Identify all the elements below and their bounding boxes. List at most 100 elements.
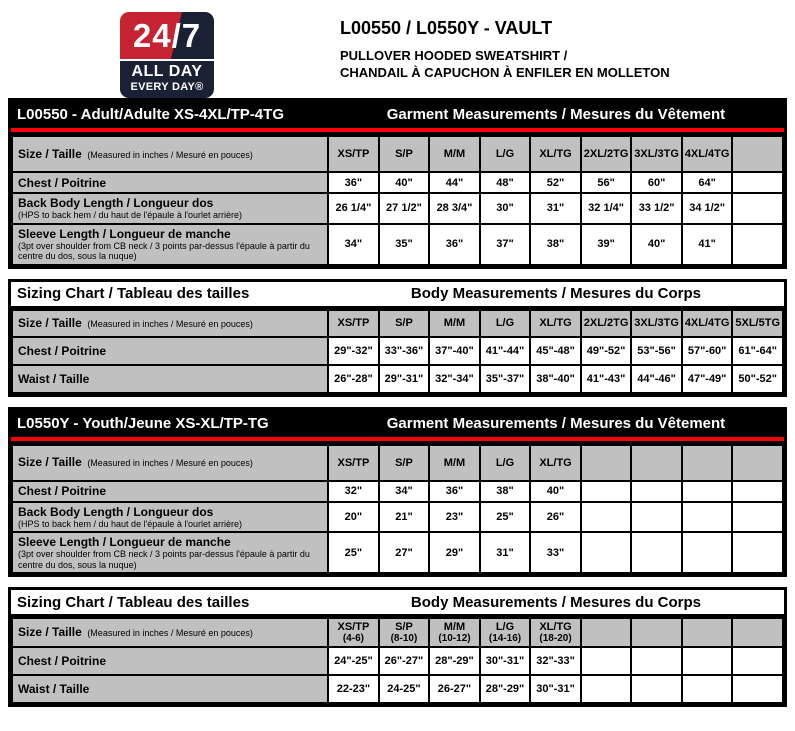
size-column-subheader: (4-6)	[342, 633, 364, 644]
size-column-header: S/P	[377, 135, 431, 173]
measurement-cell: 39"	[579, 222, 633, 266]
measurement-cell	[579, 500, 633, 533]
measurement-label-text: Waist / Taille	[18, 682, 90, 696]
measurement-cell: 32"-33"	[529, 646, 582, 676]
measurement-cell: 29"	[428, 531, 481, 574]
size-column-header: XS/TP	[327, 308, 380, 338]
measurement-row-label: Chest / Poitrine	[10, 646, 330, 676]
section-header-bar: Sizing Chart / Tableau des tailles Body …	[11, 590, 784, 617]
red-divider	[11, 436, 784, 444]
size-column-header	[731, 443, 784, 482]
size-row-label: Size / Taille (Measured in inches / Mesu…	[10, 308, 330, 338]
measurement-cell: 52"	[529, 171, 582, 194]
measurement-row-label: Chest / Poitrine	[10, 171, 330, 194]
measurement-cell: 25"	[327, 531, 380, 574]
size-column-header	[579, 617, 633, 648]
measurement-cell: 33 1/2"	[630, 192, 683, 225]
measurement-label-text: Sleeve Length / Longueur de manche	[18, 226, 231, 241]
size-column-header: 5XL/5TG	[731, 308, 784, 338]
measurement-cell: 36"	[428, 222, 481, 266]
size-label-text: Size / Taille	[18, 146, 82, 161]
size-column-header: XS/TP (4-6)	[327, 617, 380, 648]
measurement-cell: 41"-44"	[478, 335, 532, 366]
measurement-cell: 31"	[478, 531, 532, 574]
size-column-header: XL/TG	[529, 308, 582, 338]
measurement-cell	[680, 479, 734, 503]
size-row-label: Size / Taille (Measured in inches / Mesu…	[10, 617, 330, 648]
measurement-cell	[630, 646, 683, 676]
section-measure-type: Body Measurements / Mesures du Corps	[410, 285, 701, 302]
logo-24-7-text: 24/7	[132, 16, 202, 54]
size-column-header: S/P	[377, 308, 431, 338]
measurement-row-label: Sleeve Length / Longueur de manche (3pt o…	[10, 531, 330, 574]
section-measure-type: Garment Measurements / Mesures du Vêteme…	[386, 414, 726, 432]
measurement-row-label: Waist / Taille	[10, 674, 330, 704]
measurement-cell: 34 1/2"	[680, 192, 734, 225]
size-column-header	[731, 617, 784, 648]
measurement-cell	[731, 222, 784, 266]
product-subtitle-fr: CHANDAIL À CAPUCHON À ENFILER EN MOLLETO…	[340, 65, 670, 80]
measurement-row: Chest / Poitrine 32" 34" 36" 38" 40"	[10, 479, 784, 503]
size-label-text: Size / Taille	[18, 625, 82, 639]
size-column-header: L/G (14-16)	[478, 617, 532, 648]
measurement-row-label: Back Body Length / Longueur dos (HPS to b…	[10, 192, 330, 225]
measurement-cell: 30"	[478, 192, 532, 225]
document-header: 24/7 ALL DAY EVERY DAY® L00550 / L0550Y …	[8, 10, 787, 98]
size-note-text: (Measured in inches / Mesuré en pouces)	[84, 149, 253, 160]
measurement-cell: 24"-25"	[327, 646, 380, 676]
measurement-cell: 32"-34"	[428, 363, 481, 394]
size-column-subheader: (14-16)	[488, 633, 522, 644]
measurement-cell: 36"	[327, 171, 380, 194]
measurement-row: Waist / Taille 26"-28" 29"-31" 32"-34" 35"-3…	[10, 363, 784, 394]
measurement-cell: 37"-40"	[428, 335, 481, 366]
measurement-cell	[630, 500, 683, 533]
measurement-cell	[731, 479, 784, 503]
measurements-table: Size / Taille (Measured in inches / Mesu…	[10, 617, 784, 704]
measurement-cell: 32"	[327, 479, 380, 503]
measurement-cell	[680, 674, 734, 704]
size-column-header: L/G	[478, 135, 532, 173]
measurement-cell: 41"-43"	[579, 363, 633, 394]
measurement-cell: 57"-60"	[680, 335, 734, 366]
size-note-text: (Measured in inches / Mesuré en pouces)	[84, 458, 253, 468]
measurement-row-label: Back Body Length / Longueur dos (HPS to b…	[10, 500, 330, 533]
measurements-table: Size / Taille (Measured in inches / Mesu…	[10, 443, 784, 574]
size-label-text: Size / Taille	[18, 455, 82, 469]
measurement-cell: 44"-46"	[630, 363, 683, 394]
measurement-cell: 27 1/2"	[377, 192, 431, 225]
measurements-table: Size / Taille (Measured in inches / Mesu…	[10, 308, 784, 394]
size-column-header: M/M	[428, 443, 481, 482]
brand-logo: 24/7 ALL DAY EVERY DAY®	[120, 12, 214, 98]
section-title: Sizing Chart / Tableau des tailles	[17, 285, 250, 302]
measurement-row: Chest / Poitrine 29"-32" 33"-36" 37"-40" 41"…	[10, 335, 784, 366]
section-measure-type: Body Measurements / Mesures du Corps	[410, 593, 701, 611]
size-column-subheader: (8-10)	[390, 633, 418, 644]
measurement-cell	[680, 531, 734, 574]
size-column-subheader: (18-20)	[539, 633, 572, 644]
size-row-label: Size / Taille (Measured in inches / Mesu…	[10, 135, 330, 173]
measurement-cell: 27"	[377, 531, 431, 574]
section-title: Sizing Chart / Tableau des tailles	[17, 593, 250, 611]
measurement-cell: 47"-49"	[680, 363, 734, 394]
measurement-row-label: Chest / Poitrine	[10, 479, 330, 503]
measurement-cell: 64"	[680, 171, 734, 194]
size-column-header: S/P (8-10)	[377, 617, 431, 648]
size-column-header: L/G	[478, 443, 532, 482]
size-column-header	[630, 617, 683, 648]
size-column-header: 4XL/4TG	[680, 308, 734, 338]
measurement-cell: 34"	[377, 479, 431, 503]
measurement-row-label: Chest / Poitrine	[10, 335, 330, 366]
measurement-label-text: Chest / Poitrine	[18, 175, 107, 190]
measurement-cell	[731, 646, 784, 676]
size-header-row: Size / Taille (Measured in inches / Mesu…	[10, 443, 784, 482]
measurement-section: Sizing Chart / Tableau des tailles Body …	[8, 587, 787, 707]
section-header-bar: Sizing Chart / Tableau des tailles Body …	[11, 281, 784, 309]
measurements-table: Size / Taille (Measured in inches / Mesu…	[10, 135, 784, 266]
measurement-label-text: Sleeve Length / Longueur de manche	[18, 535, 231, 549]
measurement-cell: 32 1/4"	[579, 192, 633, 225]
measurement-cell: 33"	[529, 531, 582, 574]
measurement-cell: 38"-40"	[529, 363, 582, 394]
measurement-cell: 21"	[377, 500, 431, 533]
size-column-header: XL/TG	[529, 443, 582, 482]
measurement-label-text: Chest / Poitrine	[18, 654, 107, 668]
